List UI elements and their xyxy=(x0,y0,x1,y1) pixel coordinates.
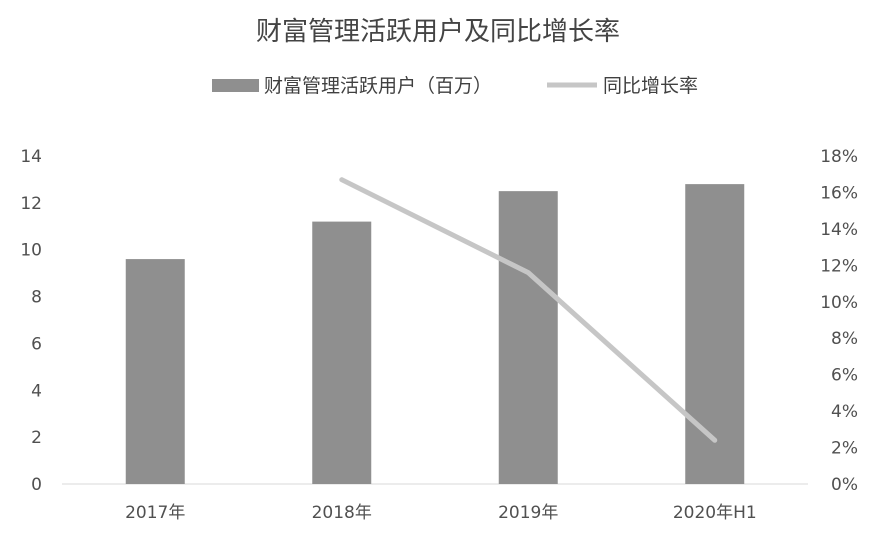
line-layer xyxy=(339,177,718,443)
y-left-tick-label: 14 xyxy=(20,147,42,167)
y-left-tick-label: 0 xyxy=(31,475,42,495)
y-right-tick-label: 12% xyxy=(820,256,858,276)
y-right-tick-label: 6% xyxy=(831,366,858,386)
legend-label-bar: 财富管理活跃用户（百万） xyxy=(264,75,492,97)
y-right-tick-label: 4% xyxy=(831,402,858,422)
chart-title: 财富管理活跃用户及同比增长率 xyxy=(256,17,620,47)
legend-swatch-bar xyxy=(212,79,259,92)
x-tick-label: 2017年 xyxy=(125,503,185,523)
y-left-tick-label: 4 xyxy=(31,381,42,401)
y-left-tick-label: 6 xyxy=(31,334,42,354)
y-left-tick-label: 10 xyxy=(20,241,42,261)
y-right-tick-label: 16% xyxy=(820,183,858,203)
bar xyxy=(498,191,558,484)
x-tick-label: 2019年 xyxy=(498,503,558,523)
x-tick-label: 2020年H1 xyxy=(673,503,757,523)
bar xyxy=(312,221,372,484)
y-right-tick-label: 10% xyxy=(820,293,858,313)
bar xyxy=(685,184,745,484)
y-left-tick-label: 2 xyxy=(31,428,42,448)
x-tick-label: 2018年 xyxy=(312,503,372,523)
bar-layer xyxy=(125,184,745,484)
y-left-tick-label: 12 xyxy=(20,194,42,214)
axis-layer: 0 2 4 6 8 10 12 14 0% 2% 4% 6% 8% 10% 12% 14% 16% 18% 2017… xyxy=(20,147,858,523)
y-right-tick-label: 0% xyxy=(831,475,858,495)
y-right-tick-label: 14% xyxy=(820,220,858,240)
bar xyxy=(125,259,185,484)
y-right-tick-label: 8% xyxy=(831,329,858,349)
legend: 财富管理活跃用户（百万） 同比增长率 xyxy=(212,75,698,97)
legend-label-line: 同比增长率 xyxy=(603,75,698,97)
y-right-tick-label: 2% xyxy=(831,439,858,459)
y-left-tick-label: 8 xyxy=(31,288,42,308)
growth-rate-line xyxy=(339,177,718,443)
y-right-tick-label: 18% xyxy=(820,147,858,167)
